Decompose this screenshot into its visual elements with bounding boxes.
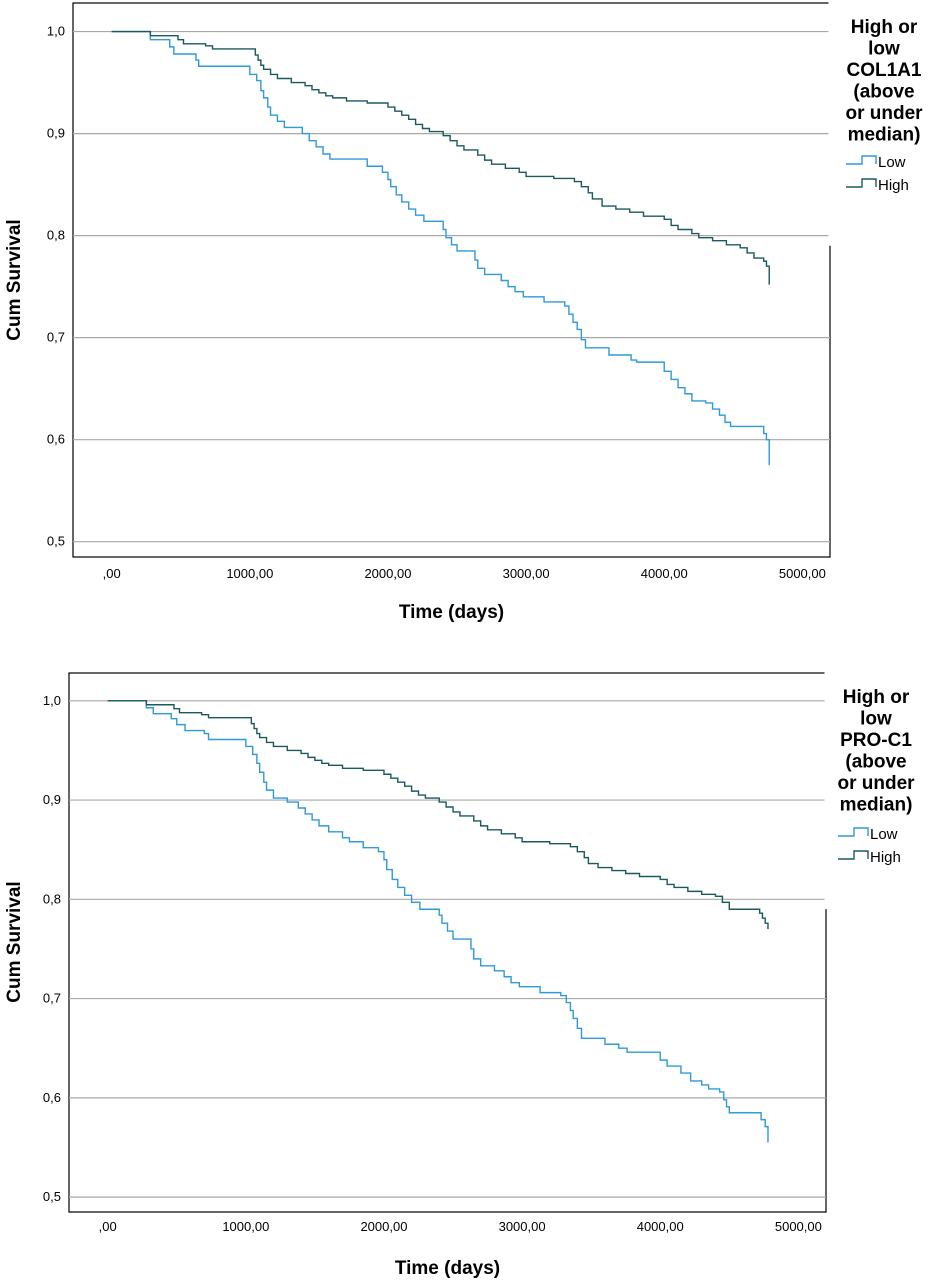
chart-1: 1,0 0,9 0,8 0,7 0,6 0,5 ,00 1000,00 2000,00 3000,… <box>4 2 923 623</box>
legend-title-line: or under <box>837 773 915 794</box>
x-tick-label: 4000,00 <box>637 1219 684 1234</box>
legend-title-line: low <box>860 709 892 730</box>
legend-title-line: High or <box>843 687 910 708</box>
y-axis-title: Cum Survival <box>4 219 25 340</box>
legend-swatch-high <box>846 178 877 188</box>
legend-title-line: PRO-C1 <box>840 730 912 751</box>
legend-label-high: High <box>870 849 901 866</box>
y-tick-label: 1,0 <box>43 693 61 708</box>
series-line-high <box>111 30 770 285</box>
series-line-low <box>111 30 770 466</box>
legend-swatch-low <box>838 827 869 837</box>
legend-label-low: Low <box>870 826 898 843</box>
chart-2: 1,0 0,9 0,8 0,7 0,6 0,5 ,00 1000,00 2000,00 3000,… <box>4 672 915 1279</box>
plot-frame <box>72 2 831 558</box>
legend-title-line: low <box>868 39 900 60</box>
legend-title-line: median) <box>848 125 921 146</box>
y-tick-label: 0,8 <box>47 228 65 243</box>
y-tick-label: 0,5 <box>47 534 65 549</box>
y-tick-label: 0,6 <box>47 432 65 447</box>
legend-title-line: or under <box>845 103 923 124</box>
x-tick-label: 2000,00 <box>360 1219 407 1234</box>
series-line-low <box>107 700 769 1143</box>
legend-title-line: (above <box>845 752 906 773</box>
y-tick-label: 0,9 <box>47 126 65 141</box>
legend-title-line: median) <box>840 795 913 816</box>
x-tick-label: 5000,00 <box>775 1219 822 1234</box>
plot-frame <box>68 672 827 1213</box>
legend-title-line: High or <box>851 17 918 38</box>
y-tick-label: 0,7 <box>43 991 61 1006</box>
legend-gap <box>828 2 832 246</box>
x-tick-label: 2000,00 <box>364 566 411 581</box>
x-tick-label: 3000,00 <box>503 566 550 581</box>
y-tick-label: 0,5 <box>43 1189 61 1204</box>
x-axis-title: Time (days) <box>399 602 504 623</box>
legend-label-high: High <box>878 177 909 194</box>
x-tick-label: 3000,00 <box>499 1219 546 1234</box>
legend-label-low: Low <box>878 154 906 171</box>
y-tick-label: 0,6 <box>43 1090 61 1105</box>
x-tick-label: 1000,00 <box>222 1219 269 1234</box>
x-tick-label: 4000,00 <box>641 566 688 581</box>
x-tick-label: 1000,00 <box>226 566 273 581</box>
y-tick-label: 0,9 <box>43 792 61 807</box>
legend-gap <box>824 672 828 910</box>
legend-title-line: COL1A1 <box>847 60 922 81</box>
x-axis-title: Time (days) <box>395 1258 500 1279</box>
legend-title-line: (above <box>853 82 914 103</box>
y-tick-label: 0,8 <box>43 891 61 906</box>
y-tick-label: 0,7 <box>47 330 65 345</box>
y-axis-title: Cum Survival <box>4 881 25 1002</box>
y-tick-label: 1,0 <box>47 24 65 39</box>
x-tick-label: ,00 <box>99 1219 117 1234</box>
x-tick-label: 5000,00 <box>779 566 826 581</box>
legend-swatch-low <box>846 155 877 165</box>
legend-swatch-high <box>838 850 869 860</box>
x-tick-label: ,00 <box>103 566 121 581</box>
series-line-high <box>107 700 769 930</box>
